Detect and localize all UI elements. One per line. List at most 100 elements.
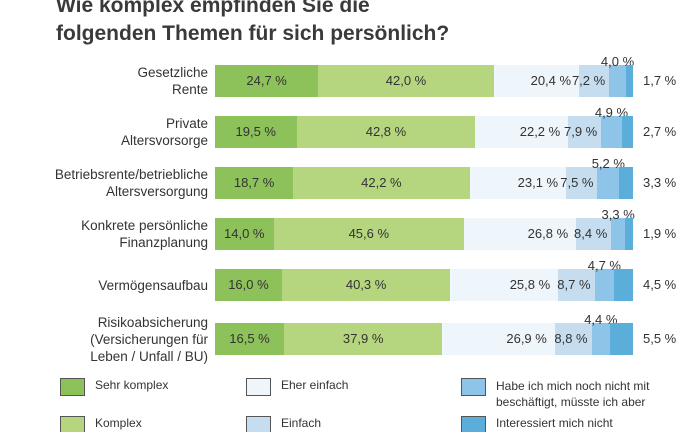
category-label-line: Vermögensaufbau	[98, 277, 208, 293]
data-label: 4,9 %	[594, 105, 629, 120]
legend-label: Einfach	[281, 416, 322, 430]
legend-label: Eher einfach	[281, 378, 349, 392]
legend-swatch	[60, 416, 85, 432]
data-label: 20,4 %	[530, 73, 572, 88]
data-label: 7,2 %	[571, 73, 606, 88]
bar-segment	[215, 269, 282, 301]
data-label: 1,7 %	[643, 73, 677, 88]
bar-segment	[215, 323, 284, 355]
legend-swatch	[246, 378, 271, 396]
category-label-line: Konkrete persönliche	[81, 218, 208, 233]
data-label: 22,2 %	[519, 124, 561, 139]
data-label: 26,8 %	[527, 226, 569, 241]
data-label: 16,0 %	[228, 277, 269, 292]
bar-segment	[450, 269, 559, 301]
bar-segment	[215, 116, 297, 148]
bar-segment	[293, 167, 470, 199]
data-label: 24,7 %	[246, 73, 287, 88]
category-label-line: Risikoabsicherung	[97, 314, 208, 330]
bar-segment	[283, 323, 443, 355]
bar-segment	[594, 269, 615, 301]
category-label: Private Altersvorsorge	[121, 115, 208, 149]
data-label: 1,9 %	[643, 226, 677, 241]
bar-segment	[610, 323, 633, 355]
data-label: 2,7 %	[643, 124, 677, 139]
category-label: Risikoabsicherung (Versicherungen für Lebe…	[90, 314, 208, 365]
bar-segment	[215, 167, 294, 199]
category-label-line: (Versicherungen für	[90, 331, 208, 347]
legend-item: Interessiert mich nicht	[461, 416, 613, 432]
category-label-line: Private	[165, 116, 208, 131]
legend-swatch	[461, 378, 486, 396]
data-label: 8,7 %	[557, 277, 591, 292]
category-label: Vermögensaufbau	[98, 277, 208, 294]
bar-segment	[611, 218, 626, 250]
category-label-line: Altersversorgung	[105, 184, 208, 199]
legend-item: Eher einfach	[246, 378, 348, 396]
data-label: 4,4 %	[584, 312, 618, 327]
bar-segment	[614, 269, 633, 301]
data-label: 42,8 %	[365, 124, 407, 139]
bar-segment	[318, 65, 494, 97]
legend-item: Habe ich mich noch nicht mit beschäftigt…	[461, 378, 676, 410]
bar-segment	[625, 218, 633, 250]
data-label: 8,4 %	[574, 226, 608, 241]
legend-item: Einfach	[246, 416, 321, 432]
category-label-line: Rente	[171, 82, 208, 97]
bar-segment	[475, 116, 569, 148]
bar-segment	[566, 167, 598, 199]
category-label-line: Gesetzliche	[137, 65, 208, 80]
category-label-line: Betriebsrente/betriebliche	[54, 167, 208, 182]
legend-swatch	[246, 416, 271, 432]
bar-segment	[597, 167, 620, 199]
bar-segment	[215, 65, 319, 97]
bar-segment	[621, 116, 633, 148]
bar-segment	[296, 116, 476, 148]
legend-label: Komplex	[95, 416, 142, 430]
bar-segment	[469, 167, 567, 199]
legend-label: Habe ich mich noch nicht mit beschäftigt…	[496, 379, 650, 409]
data-label: 5,2 %	[591, 156, 625, 171]
chart-title-line-1: Wie komplex empfinden Sie die	[56, 0, 370, 17]
bar-segment	[464, 218, 577, 250]
bar-segment	[554, 323, 592, 355]
bar-segment	[625, 65, 633, 97]
legend-item: Komplex	[60, 416, 142, 432]
bar-segment	[558, 269, 595, 301]
data-label: 45,6 %	[348, 226, 390, 241]
legend-swatch	[60, 378, 85, 396]
data-label: 18,7 %	[233, 175, 275, 190]
data-label: 42,2 %	[361, 175, 402, 190]
data-label: 26,9 %	[506, 331, 547, 346]
bar-segment	[609, 65, 626, 97]
legend-label: Interessiert mich nicht	[496, 416, 613, 430]
bar-segment	[591, 323, 610, 355]
data-label: 4,0 %	[600, 54, 635, 69]
data-label: 8,8 %	[554, 331, 588, 346]
category-label-line: Altersvorsorge	[120, 133, 208, 148]
data-label: 14,0 %	[224, 226, 265, 241]
data-label: 16,5 %	[229, 331, 270, 346]
bar-segment	[576, 218, 612, 250]
bar-segment	[281, 269, 451, 301]
bar-segment	[215, 218, 274, 250]
data-label: 25,8 %	[509, 277, 551, 292]
bar-segment	[273, 218, 465, 250]
data-label: 37,9 %	[342, 331, 384, 346]
bar-segment	[619, 167, 633, 199]
data-label: 3,3 %	[643, 175, 677, 190]
legend-swatch	[461, 416, 486, 432]
bar-segment	[579, 65, 610, 97]
data-label: 5,5 %	[643, 331, 677, 346]
bar-segment	[601, 116, 622, 148]
category-label-line: Finanzplanung	[119, 235, 208, 250]
data-label: 4,7 %	[587, 258, 621, 273]
bar-segment	[568, 116, 602, 148]
data-label: 42,0 %	[385, 73, 427, 88]
category-label: Konkrete persönliche Finanzplanung	[81, 217, 208, 251]
data-label: 7,5 %	[560, 175, 594, 190]
category-label: Gesetzliche Rente	[137, 64, 208, 98]
data-label: 4,5 %	[643, 277, 677, 292]
bar-segment	[442, 323, 555, 355]
